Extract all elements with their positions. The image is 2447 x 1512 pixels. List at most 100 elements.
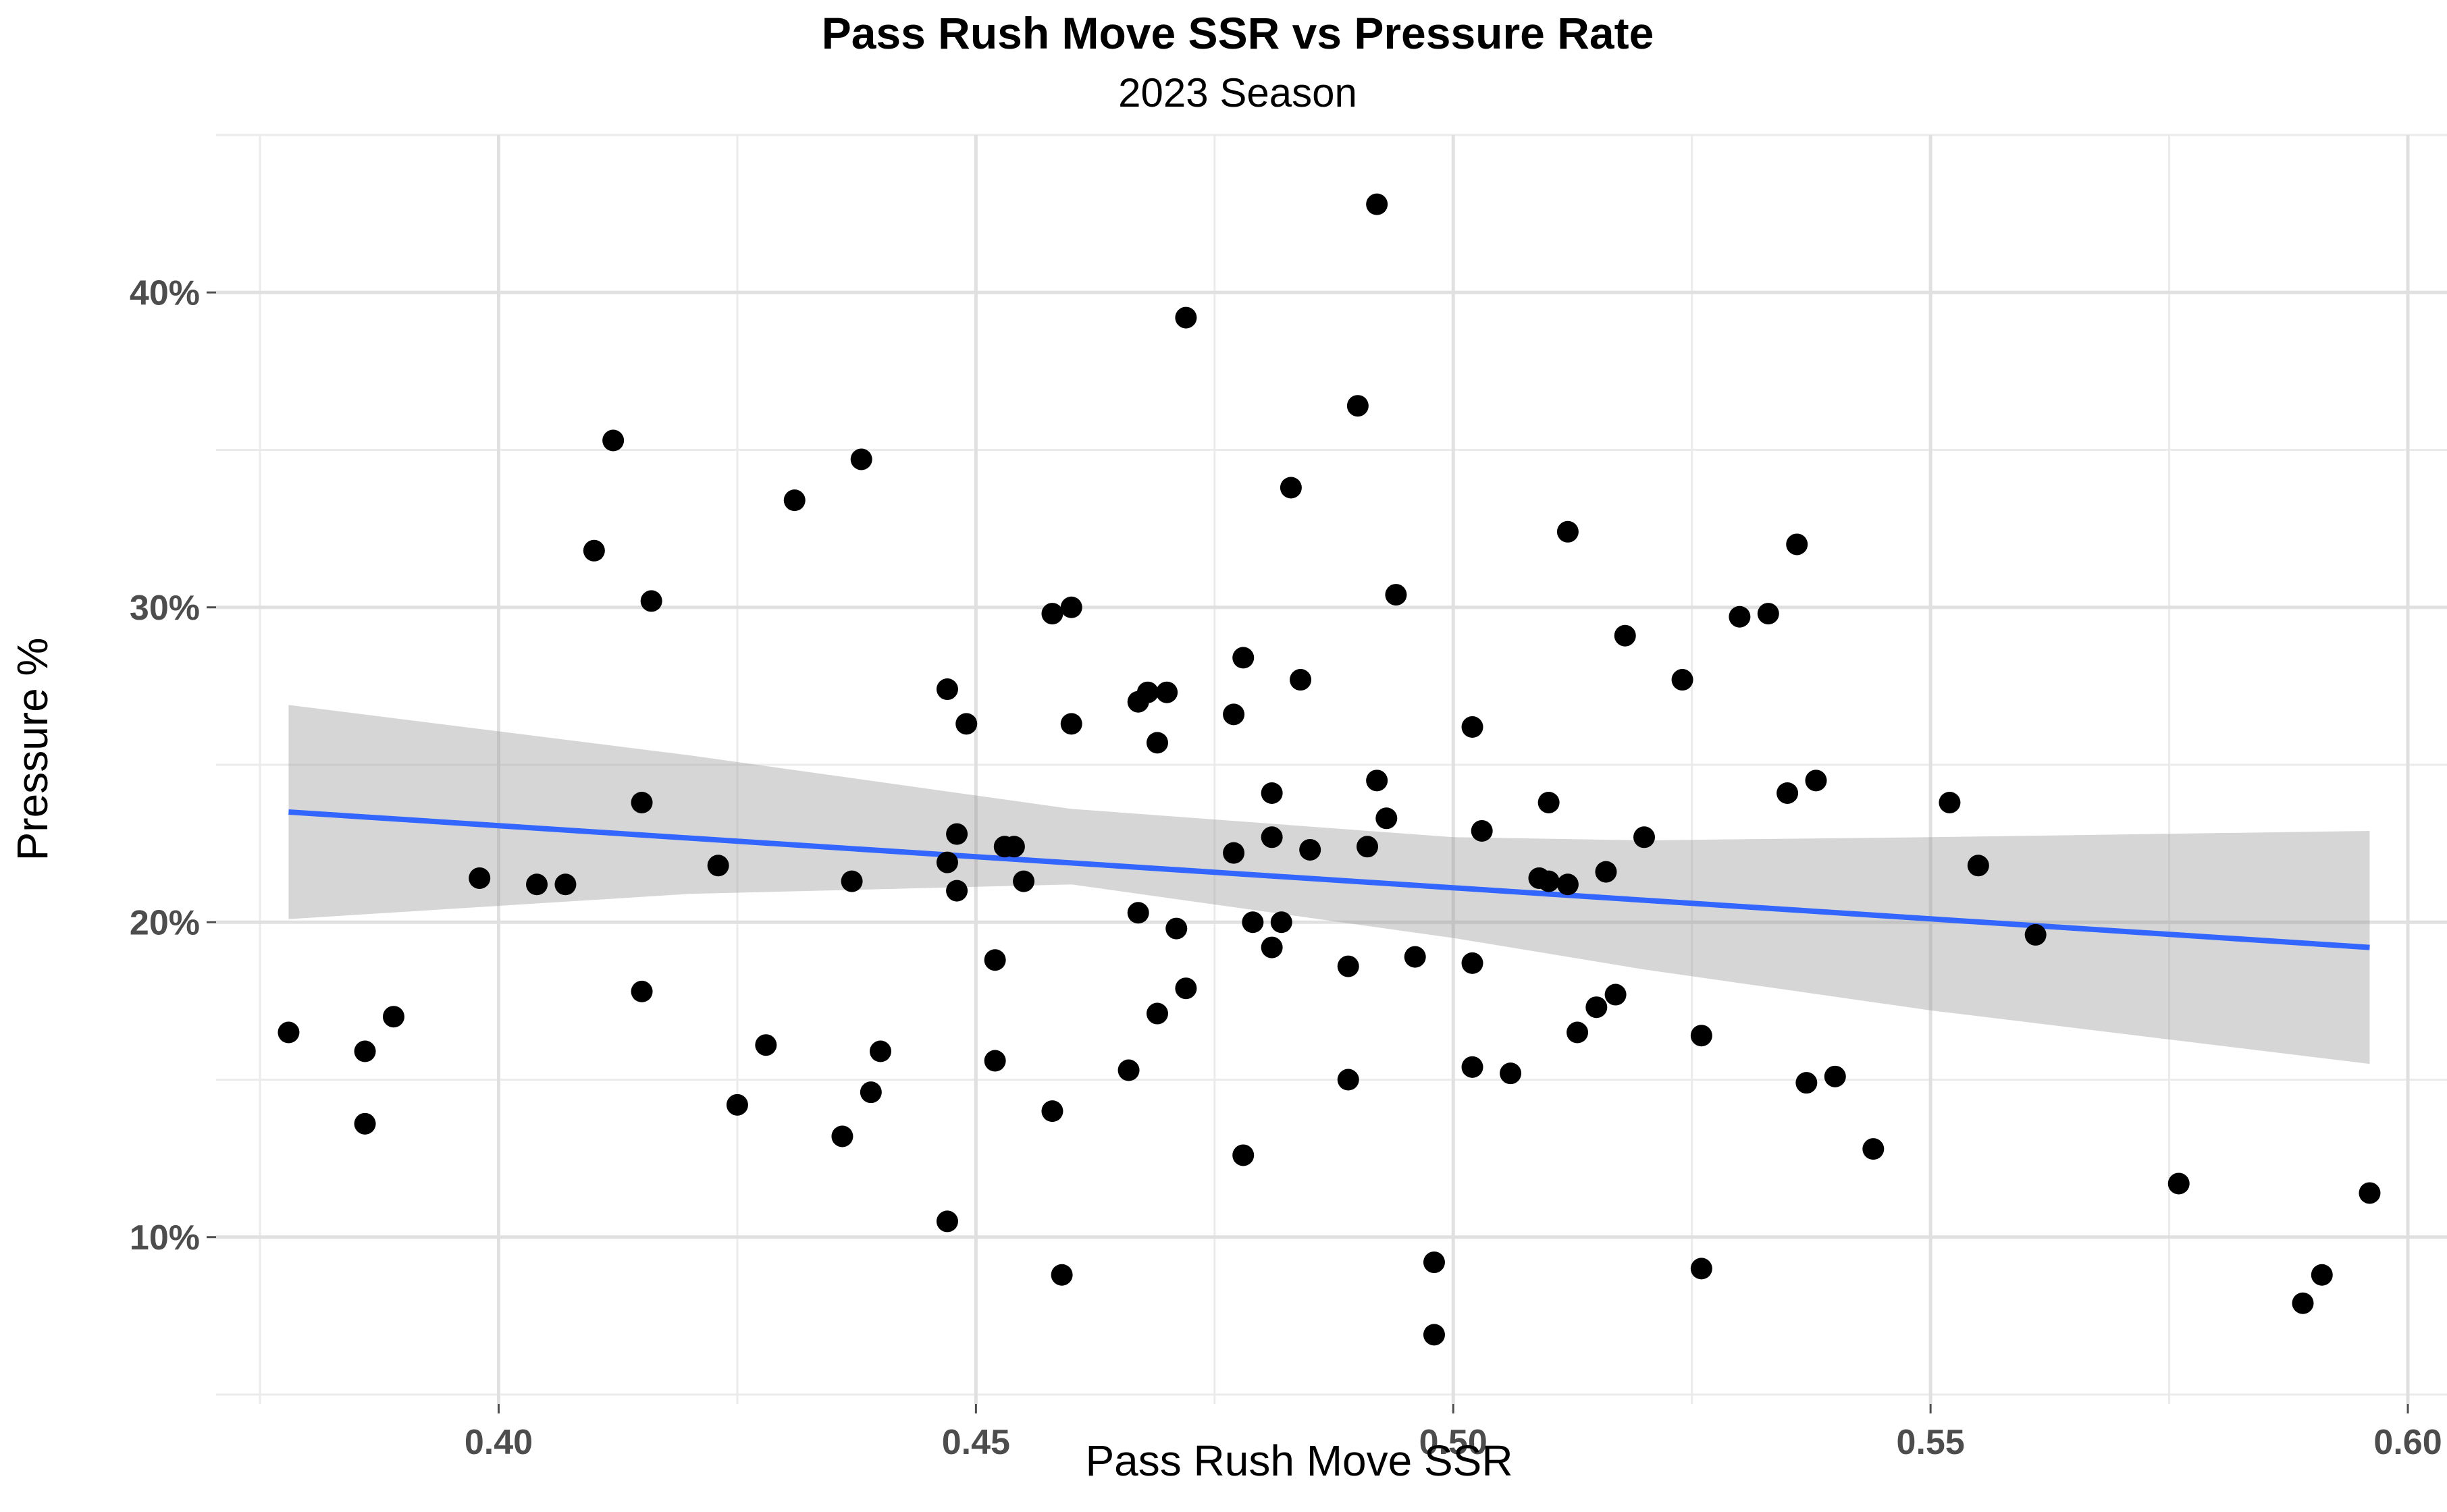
data-point <box>1757 603 1779 625</box>
data-point <box>946 880 968 902</box>
data-point <box>1614 624 1636 647</box>
data-point <box>1156 681 1178 703</box>
x-tick-label: 0.45 <box>942 1423 1010 1462</box>
data-point <box>469 867 491 889</box>
x-tick-label: 0.50 <box>1419 1423 1488 1462</box>
data-point <box>1041 1100 1063 1123</box>
data-point <box>1385 584 1407 606</box>
chart-subtitle: 2023 Season <box>1118 70 1357 115</box>
trend-line <box>288 809 2370 950</box>
data-point <box>554 873 577 896</box>
chart-title: Pass Rush Move SSR vs Pressure Rate <box>822 8 1654 58</box>
data-point <box>1337 955 1359 977</box>
data-point <box>936 678 958 701</box>
data-point <box>1337 1069 1359 1091</box>
y-axis-label: Pressure % <box>8 638 57 861</box>
data-point <box>1232 1144 1255 1166</box>
data-point <box>1500 1062 1522 1085</box>
data-point <box>1795 1072 1818 1094</box>
data-point <box>1346 395 1369 417</box>
data-point <box>936 1210 958 1233</box>
data-point <box>1290 669 1312 691</box>
data-point <box>1671 669 1693 691</box>
x-tick-label: 0.40 <box>465 1423 533 1462</box>
data-point <box>1146 732 1168 754</box>
data-point <box>1595 861 1617 883</box>
data-point <box>1127 902 1149 924</box>
data-point <box>1366 193 1388 215</box>
data-point <box>1423 1251 1445 1274</box>
confidence-band <box>288 705 2370 1064</box>
data-point <box>2167 1172 2190 1195</box>
data-point <box>831 1125 853 1148</box>
data-point <box>841 870 863 892</box>
data-point <box>631 791 653 813</box>
data-point <box>602 429 625 452</box>
data-point <box>1461 952 1483 974</box>
data-point <box>1967 855 1989 877</box>
data-point <box>1280 477 1302 499</box>
data-point <box>1556 520 1579 543</box>
y-tick-label: 10% <box>130 1218 200 1258</box>
y-tick-label: 30% <box>130 589 200 628</box>
data-point <box>526 873 548 896</box>
data-point <box>869 1040 891 1062</box>
data-point <box>984 1050 1006 1072</box>
x-tick-label: 0.55 <box>1897 1423 1965 1462</box>
data-point <box>1423 1324 1445 1346</box>
data-point <box>1261 826 1283 848</box>
data-point <box>1299 838 1321 861</box>
data-point <box>1729 605 1751 628</box>
data-point <box>354 1040 376 1062</box>
data-point <box>1777 782 1799 804</box>
data-point <box>2292 1292 2314 1314</box>
data-point <box>1556 873 1579 896</box>
data-point <box>1136 681 1159 703</box>
grid-minor <box>216 134 2447 1404</box>
data-point <box>1537 870 1560 892</box>
data-point <box>1633 826 1656 848</box>
data-point <box>1261 936 1283 959</box>
data-point <box>1060 713 1082 735</box>
data-point <box>1060 596 1082 618</box>
data-point <box>860 1081 882 1104</box>
data-point <box>1223 703 1245 726</box>
data-point <box>583 539 605 562</box>
data-point <box>936 851 958 873</box>
trend-line-group <box>288 809 2370 950</box>
data-point <box>1270 911 1292 934</box>
data-point <box>631 980 653 1002</box>
data-point <box>1357 836 1379 858</box>
data-point <box>1013 870 1035 892</box>
y-axis-ticks: 10% 20% 30% 40% <box>130 273 216 1258</box>
data-point <box>1117 1059 1140 1081</box>
data-point <box>755 1034 777 1056</box>
data-point <box>278 1021 300 1044</box>
data-point <box>1585 996 1608 1019</box>
data-point <box>1223 842 1245 864</box>
data-point <box>1567 1021 1589 1044</box>
data-point <box>1471 819 1493 842</box>
data-point <box>783 489 806 512</box>
data-point <box>1461 1056 1483 1078</box>
data-point <box>1165 917 1188 940</box>
data-point <box>946 823 968 845</box>
confidence-band-area <box>288 705 2370 1064</box>
data-point <box>1805 770 1827 792</box>
data-point <box>1604 983 1627 1006</box>
data-point <box>1003 836 1025 858</box>
data-point <box>1232 647 1255 669</box>
data-point <box>955 713 978 735</box>
data-point <box>984 949 1006 971</box>
y-tick-label: 40% <box>130 273 200 313</box>
data-point <box>1366 770 1388 792</box>
data-point <box>2024 923 2047 946</box>
data-point <box>1242 911 1264 934</box>
data-point <box>1461 716 1483 738</box>
data-points <box>278 193 2381 1346</box>
data-point <box>382 1006 404 1028</box>
data-point <box>2359 1182 2381 1204</box>
data-point <box>1537 791 1560 813</box>
